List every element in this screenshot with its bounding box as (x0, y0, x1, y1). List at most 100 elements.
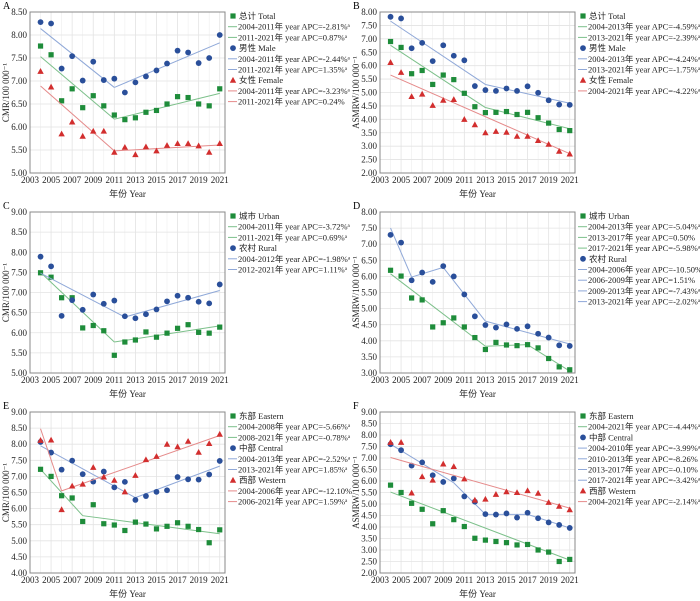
data-point (132, 497, 139, 503)
data-point (398, 489, 404, 496)
data-point (429, 102, 436, 108)
y-tick-label: 2.50 (361, 557, 377, 567)
data-point (163, 440, 171, 447)
data-point (398, 447, 404, 454)
y-tick-label: 4.50 (11, 552, 27, 562)
gridlines (379, 11, 575, 174)
data-point (418, 473, 426, 480)
panel-label: E (3, 401, 9, 412)
data-point (164, 487, 170, 494)
data-point (503, 510, 510, 517)
legend-label: 男性 Male (589, 43, 626, 53)
data-point (58, 312, 65, 319)
plot-frame (379, 11, 576, 174)
legend-marker (579, 487, 587, 494)
data-point (471, 121, 479, 128)
data-point (206, 103, 212, 109)
data-point (472, 535, 478, 541)
data-point (524, 323, 531, 330)
trend-line (124, 290, 220, 318)
data-point (132, 519, 139, 525)
x-tick-label: 2005 (392, 575, 411, 585)
legend-trend-label: 2011-2021年 year APC=0.24% (238, 97, 345, 107)
legend-trend-label: 2004-2011年 year APC=-2.81%ᵃ (238, 22, 351, 32)
data-point (535, 115, 541, 121)
legend-marker (230, 213, 236, 219)
data-point (143, 493, 149, 499)
legend-label: 女性 Female (239, 75, 283, 85)
data-point (69, 53, 76, 60)
legend-trend-label: 2004-2011年 year APC=-3.23%ᵃ (238, 86, 351, 96)
y-tick-label: 7.00 (361, 239, 377, 249)
data-point (461, 90, 467, 96)
legend-trend-label: 2004-2010年 year APC=-3.99%ᵃ (588, 443, 700, 453)
data-point (461, 57, 468, 64)
data-point (492, 128, 500, 134)
y-tick-label: 6.50 (11, 99, 27, 109)
trend-line (114, 144, 220, 152)
series-red (387, 439, 573, 513)
data-point (216, 32, 223, 38)
data-point (419, 297, 425, 303)
data-point (566, 343, 573, 349)
data-point (174, 94, 181, 100)
data-point (132, 337, 139, 343)
x-tick-label: 2019 (190, 175, 209, 185)
legend-trend-label: 2012-2021年 year APC=1.11%ᵃ (238, 265, 348, 275)
plot-frame (29, 411, 226, 574)
data-point (461, 523, 467, 530)
data-point (58, 466, 65, 473)
data-point (514, 87, 520, 94)
x-tick-label: 2005 (392, 175, 411, 185)
data-point (408, 45, 415, 52)
data-point (100, 473, 107, 480)
data-point (90, 127, 97, 134)
data-point (217, 324, 223, 330)
data-point (493, 511, 499, 518)
legend-marker (580, 45, 586, 51)
x-tick-label: 2013 (126, 175, 145, 185)
data-point (163, 142, 171, 148)
data-point (143, 311, 149, 318)
y-tick-label: 7.00 (361, 34, 377, 44)
y-axis-label: ASMRW/100 000⁻¹ (351, 256, 361, 329)
data-point (121, 89, 128, 96)
legend-marker (580, 413, 586, 419)
x-tick-label: 2017 (169, 375, 188, 385)
legend-label: 西部 Western (239, 475, 287, 485)
data-point (556, 126, 562, 133)
data-point (164, 523, 170, 529)
trend-line (40, 272, 126, 318)
data-point (556, 558, 562, 565)
x-tick-label: 2007 (63, 575, 82, 585)
data-point (195, 60, 202, 66)
series-blue (37, 253, 223, 322)
data-point (471, 496, 479, 503)
data-point (122, 117, 128, 123)
data-point (69, 86, 75, 92)
y-tick-label: 8.00 (361, 7, 377, 17)
y-tick-label: 6.00 (11, 504, 27, 514)
data-point (100, 468, 107, 475)
data-point (387, 267, 394, 273)
data-point (174, 140, 181, 147)
data-point (461, 291, 468, 298)
data-point (90, 93, 96, 99)
x-tick-label: 2009 (84, 175, 103, 185)
data-point (48, 263, 54, 270)
data-point (546, 120, 552, 126)
data-point (566, 525, 573, 531)
legend-marker (229, 76, 237, 83)
data-point (450, 52, 457, 59)
data-point (196, 329, 202, 335)
x-tick-label: 2003 (21, 375, 40, 385)
data-point (429, 58, 436, 65)
legend-trend-label: 2004-2011年 year APC=-3.72%ᵃ (238, 222, 351, 232)
data-point (101, 328, 107, 334)
y-tick-label: 8.00 (11, 30, 27, 40)
data-point (132, 315, 139, 322)
data-point (48, 274, 54, 280)
data-point (59, 493, 65, 499)
data-point (387, 439, 394, 445)
